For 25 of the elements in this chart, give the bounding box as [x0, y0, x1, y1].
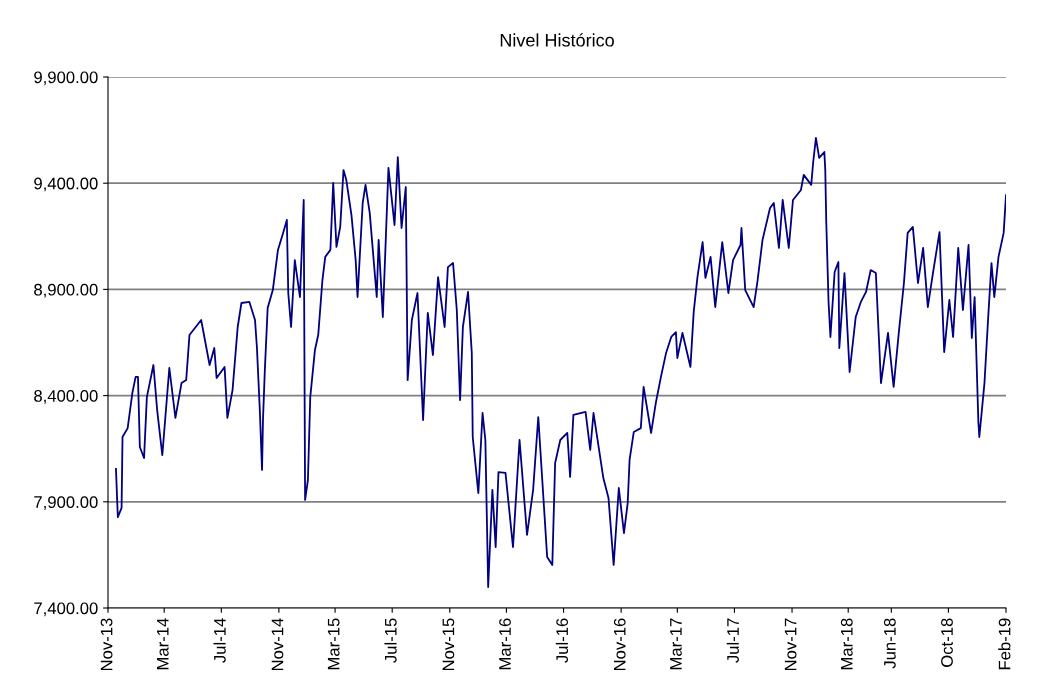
y-tick-label: 8,900.00 — [34, 283, 98, 298]
y-tick-label: 8,400.00 — [34, 390, 98, 404]
y-tick-label: 7,400.00 — [34, 602, 98, 617]
y-tick-label: 7,900.00 — [34, 496, 98, 510]
y-tick-label: 9,400.00 — [34, 177, 98, 192]
x-tick-label: Nov-13 — [100, 618, 113, 671]
y-tick-label: 9,900.00 — [34, 71, 98, 86]
x-tick-label: Mar-15 — [327, 618, 340, 670]
x-tick-label: Jul-16 — [555, 618, 569, 663]
chart-title: Nivel Histórico — [500, 33, 614, 47]
x-tick-label: Mar-18 — [840, 618, 853, 670]
x-tick-label: Nov-16 — [613, 618, 626, 671]
line-series — [115, 137, 1006, 588]
x-tick-label: Jul-14 — [213, 618, 226, 663]
x-tick-label: Jun-18 — [883, 618, 896, 669]
x-tick-label: Jul-17 — [726, 618, 739, 663]
x-tick-label: Feb-19 — [998, 618, 1011, 670]
x-tick-label: Nov-17 — [784, 618, 797, 671]
x-tick-label: Nov-15 — [442, 618, 455, 671]
x-tick-label: Mar-16 — [499, 618, 511, 670]
x-tick-label: Mar-14 — [157, 618, 169, 670]
x-tick-label: Nov-14 — [271, 618, 284, 671]
x-tick-label: Mar-17 — [670, 618, 682, 670]
x-tick-label: Oct-18 — [941, 618, 953, 667]
x-tick-label: Jul-15 — [384, 618, 397, 663]
